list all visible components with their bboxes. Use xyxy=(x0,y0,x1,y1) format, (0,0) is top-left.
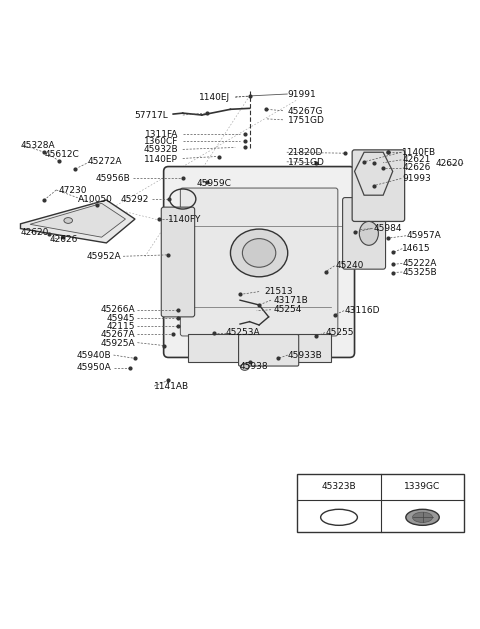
Text: 45240: 45240 xyxy=(336,261,364,270)
Text: 45323B: 45323B xyxy=(322,482,356,491)
Text: 45266A: 45266A xyxy=(100,305,135,314)
Text: 91993: 91993 xyxy=(402,174,431,183)
Text: 45267G: 45267G xyxy=(288,107,323,116)
Text: 21513: 21513 xyxy=(264,287,292,296)
Text: 1751GD: 1751GD xyxy=(288,159,324,167)
FancyBboxPatch shape xyxy=(164,167,355,357)
Text: 45267A: 45267A xyxy=(100,330,135,339)
Text: 45925A: 45925A xyxy=(100,338,135,348)
FancyBboxPatch shape xyxy=(180,188,338,336)
Text: 43116D: 43116D xyxy=(345,306,381,315)
Text: 45253A: 45253A xyxy=(226,328,260,337)
Text: A10050: A10050 xyxy=(78,194,113,204)
Text: 1751GD: 1751GD xyxy=(288,116,324,125)
Text: 57717L: 57717L xyxy=(135,111,168,120)
Text: 1140FB: 1140FB xyxy=(402,148,436,157)
Ellipse shape xyxy=(64,218,72,223)
Text: 47230: 47230 xyxy=(59,186,87,195)
FancyBboxPatch shape xyxy=(161,207,195,317)
Text: 42626: 42626 xyxy=(402,163,431,172)
Text: 1140FY: 1140FY xyxy=(168,214,202,223)
Text: 42115: 42115 xyxy=(107,322,135,331)
Text: 1360CF: 1360CF xyxy=(144,137,178,147)
Ellipse shape xyxy=(240,364,249,370)
FancyBboxPatch shape xyxy=(239,335,299,366)
Text: 45950A: 45950A xyxy=(76,364,111,372)
Bar xyxy=(297,474,464,532)
Text: 45254: 45254 xyxy=(274,305,302,314)
Ellipse shape xyxy=(230,229,288,277)
Ellipse shape xyxy=(242,238,276,267)
Text: 43171B: 43171B xyxy=(274,296,308,304)
Text: 91991: 91991 xyxy=(288,89,316,99)
Text: 1311FA: 1311FA xyxy=(144,130,178,138)
Text: 45932B: 45932B xyxy=(144,145,178,154)
Text: 45292: 45292 xyxy=(121,194,149,204)
Text: 45938: 45938 xyxy=(240,362,269,370)
Text: 42626: 42626 xyxy=(49,235,77,243)
Text: 1339GC: 1339GC xyxy=(405,482,441,491)
Text: 45933B: 45933B xyxy=(288,350,323,360)
Bar xyxy=(188,333,331,362)
FancyBboxPatch shape xyxy=(352,150,405,221)
Text: 45222A: 45222A xyxy=(402,259,437,268)
Ellipse shape xyxy=(412,512,432,523)
Text: 21820D: 21820D xyxy=(288,148,323,157)
Text: 45325B: 45325B xyxy=(402,267,437,277)
PathPatch shape xyxy=(21,200,135,243)
Text: 45272A: 45272A xyxy=(87,157,122,166)
Text: 14615: 14615 xyxy=(402,244,431,253)
Text: 42620: 42620 xyxy=(21,228,49,237)
Text: 42620: 42620 xyxy=(436,159,464,168)
Text: 45255: 45255 xyxy=(326,328,354,337)
Text: 45984: 45984 xyxy=(373,224,402,233)
Text: 1141AB: 1141AB xyxy=(154,382,189,391)
Text: 45959C: 45959C xyxy=(197,179,232,188)
Text: 45612C: 45612C xyxy=(44,150,79,159)
PathPatch shape xyxy=(30,203,125,237)
Text: 45957A: 45957A xyxy=(407,231,442,240)
Text: 45945: 45945 xyxy=(107,314,135,323)
FancyBboxPatch shape xyxy=(343,198,385,269)
Ellipse shape xyxy=(360,221,378,245)
Ellipse shape xyxy=(406,509,439,525)
Text: 45940B: 45940B xyxy=(76,350,111,360)
Text: 1140EJ: 1140EJ xyxy=(199,93,230,102)
Text: 45952A: 45952A xyxy=(86,252,120,261)
Text: 42621: 42621 xyxy=(402,155,431,164)
Text: 1140EP: 1140EP xyxy=(144,155,178,164)
PathPatch shape xyxy=(355,152,393,195)
Text: 45956B: 45956B xyxy=(96,174,130,183)
Text: 45328A: 45328A xyxy=(21,141,55,150)
